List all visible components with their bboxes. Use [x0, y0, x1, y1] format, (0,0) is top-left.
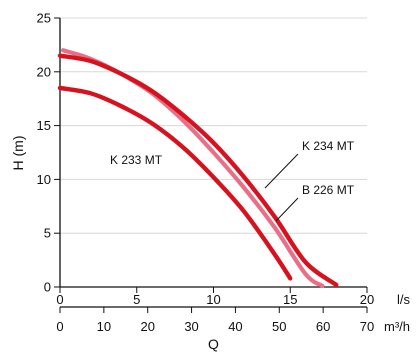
- y-axis-ticks: 0 5 10 15 20 25: [37, 11, 60, 295]
- leader-line-b-226-mt: [275, 197, 299, 222]
- series-label-k-233-mt: K 233 MT: [110, 153, 163, 167]
- x-tick-label-0: 0: [56, 292, 63, 307]
- x-tick-label-15: 15: [283, 292, 297, 307]
- series-line-k-234-mt: [57, 53, 339, 288]
- y-tick-label-15: 15: [37, 118, 51, 133]
- x2-tick-label-60: 60: [316, 319, 330, 334]
- y-tick-label-0: 0: [44, 280, 51, 295]
- grid-lines: [60, 17, 367, 234]
- y-axis-title: H (m): [10, 136, 26, 171]
- y-tick-label-10: 10: [37, 172, 51, 187]
- x-axis-primary-ticks: 0 5 10 15 20: [56, 287, 374, 307]
- y-tick-label-5: 5: [44, 226, 51, 241]
- series-line-k-233-mt: [57, 85, 293, 281]
- x-axis-title: Q: [208, 336, 219, 352]
- x-axis-primary-unit: l/s: [397, 292, 411, 307]
- x-axis-secondary-ticks: 0 10 20 30 40 50 60 70: [56, 307, 374, 334]
- y-tick-label-25: 25: [37, 11, 51, 26]
- x-tick-label-10: 10: [206, 292, 220, 307]
- x2-tick-label-30: 30: [184, 319, 198, 334]
- series-labels: K 233 MT K 234 MT B 226 MT: [110, 139, 355, 222]
- x2-tick-label-70: 70: [360, 319, 374, 334]
- series-line-b-226-mt: [60, 48, 325, 289]
- x-tick-label-5: 5: [133, 292, 140, 307]
- x2-tick-label-50: 50: [272, 319, 286, 334]
- x-tick-label-20: 20: [360, 292, 374, 307]
- x2-tick-label-10: 10: [97, 319, 111, 334]
- leader-line-k-234-mt: [264, 153, 299, 189]
- axes: 0 5 10 15 20 25 0 5 10 15 20 0 10 20 30 40 50 60 70 H (m…: [10, 11, 411, 353]
- x2-tick-label-40: 40: [228, 319, 242, 334]
- x2-tick-label-0: 0: [56, 319, 63, 334]
- y-tick-label-20: 20: [37, 64, 51, 79]
- series-curves: [57, 48, 339, 289]
- x-axis-secondary-unit: m³/h: [384, 319, 410, 334]
- series-label-k-234-mt: K 234 MT: [302, 139, 355, 153]
- x2-tick-label-20: 20: [140, 319, 154, 334]
- series-label-b-226-mt: B 226 MT: [302, 183, 355, 197]
